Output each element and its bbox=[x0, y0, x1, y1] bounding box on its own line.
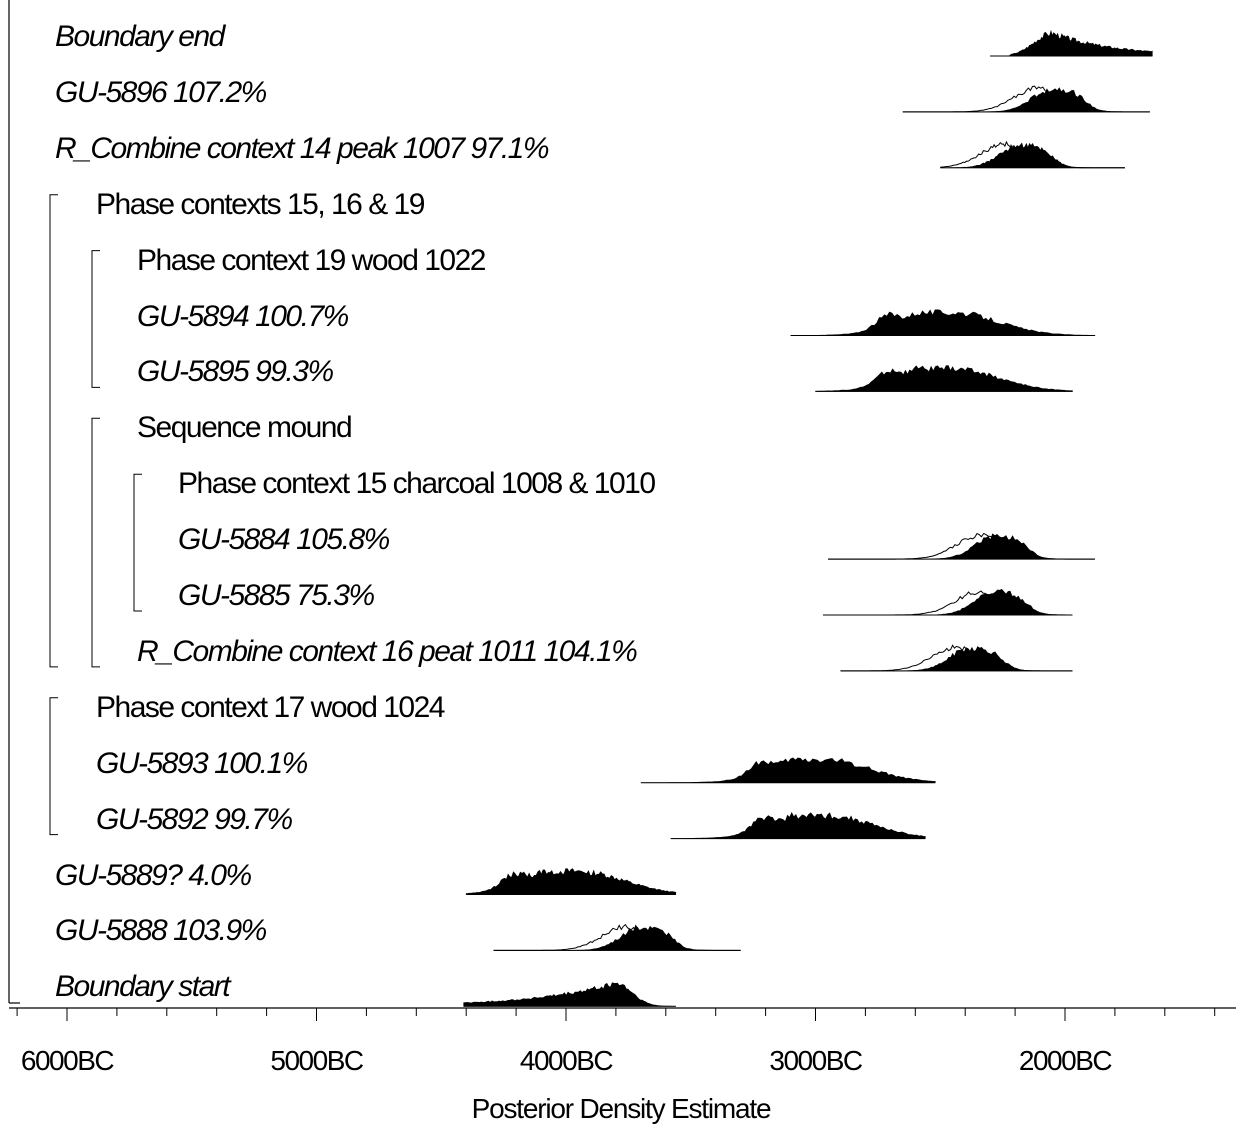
row-label: GU-5892 99.7% bbox=[96, 802, 293, 836]
row-label: Boundary end bbox=[55, 20, 225, 53]
posterior-distribution bbox=[465, 868, 677, 895]
row-label: GU-5894 100.7% bbox=[137, 299, 349, 333]
row-label: GU-5888 103.9% bbox=[55, 914, 267, 948]
row-label: GU-5885 75.3% bbox=[178, 579, 375, 612]
x-tick-label: 3000BC bbox=[769, 1045, 863, 1076]
prior-distribution bbox=[940, 140, 1125, 169]
prior-distribution bbox=[828, 532, 1095, 560]
row-label: Phase context 17 wood 1024 bbox=[96, 690, 445, 724]
posterior-distribution bbox=[815, 365, 1073, 392]
x-tick-label: 4000BC bbox=[519, 1045, 614, 1076]
phase-bracket bbox=[133, 473, 142, 612]
posterior-distribution bbox=[790, 309, 1096, 336]
posterior-distribution bbox=[827, 533, 1095, 560]
row-label: Phase context 15 charcoal 1008 & 1010 bbox=[178, 467, 656, 501]
row-label: R_Combine context 16 peat 1011 104.1% bbox=[137, 634, 638, 668]
row-label: Boundary start bbox=[55, 970, 231, 1004]
posterior-distribution bbox=[463, 982, 676, 1007]
phase-bracket bbox=[49, 697, 58, 836]
posterior-distribution bbox=[990, 29, 1153, 57]
posterior-distribution bbox=[902, 87, 1150, 113]
prior-distribution bbox=[902, 85, 1150, 113]
row-label: GU-5884 105.8% bbox=[178, 523, 390, 557]
posterior-distribution bbox=[822, 588, 1073, 616]
posterior-distribution bbox=[840, 646, 1073, 672]
x-tick-label: 5000BC bbox=[270, 1045, 364, 1076]
posterior-distribution bbox=[670, 812, 926, 839]
row-label: R_Combine context 14 peak 1007 97.1% bbox=[55, 131, 550, 165]
row-label: GU-5896 107.2% bbox=[55, 75, 267, 109]
phase-bracket bbox=[49, 194, 58, 668]
prior-distribution bbox=[493, 923, 741, 951]
x-axis-label: Posterior Density Estimate bbox=[471, 1093, 772, 1124]
phase-bracket bbox=[91, 250, 100, 388]
row-label: Phase context 19 wood 1022 bbox=[137, 243, 486, 277]
row-label: GU-5889? 4.0% bbox=[55, 858, 252, 892]
x-tick-label: 2000BC bbox=[1018, 1045, 1113, 1076]
prior-distribution bbox=[840, 644, 1073, 672]
row-label: Phase contexts 15, 16 & 19 bbox=[96, 187, 425, 221]
posterior-distribution bbox=[640, 757, 936, 783]
row-label: GU-5893 100.1% bbox=[96, 746, 308, 780]
x-tick-label: 6000BC bbox=[20, 1045, 115, 1076]
row-label: Sequence mound bbox=[137, 411, 353, 445]
phase-bracket bbox=[91, 417, 100, 668]
row-label: GU-5895 99.3% bbox=[137, 355, 334, 389]
prior-distribution bbox=[823, 590, 1073, 616]
